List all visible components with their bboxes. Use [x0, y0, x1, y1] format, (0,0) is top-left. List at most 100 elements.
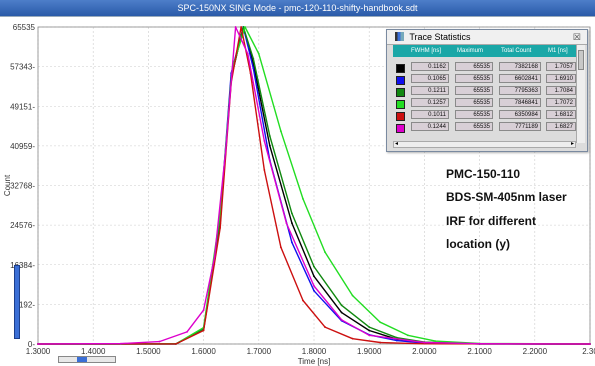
maximum-cell: 65535 — [455, 62, 493, 71]
y-zoom-scrollbar[interactable] — [14, 265, 20, 339]
trace-point-5 — [589, 343, 591, 345]
trace-point-5 — [158, 340, 161, 343]
trace-point-3 — [379, 321, 382, 324]
trace-point-5 — [119, 342, 122, 345]
stats-vertical-thumb[interactable] — [578, 50, 584, 70]
trace-point-4 — [302, 299, 304, 302]
m1-cell: 1.6812 — [546, 110, 576, 119]
x-tick-label: 1.7000 — [247, 347, 272, 356]
total-count-cell: 6350984 — [499, 110, 541, 119]
stats-horizontal-scrollbar[interactable]: ◂ ▸ — [393, 141, 576, 148]
trace-statistics-titlebar[interactable]: Trace Statistics ☒ — [387, 30, 587, 45]
trace-statistics-window[interactable]: Trace Statistics ☒ FWHM [ns] Maximum Tot… — [386, 29, 588, 152]
x-tick-label: 2.1000 — [467, 347, 492, 356]
trace-point-4 — [263, 168, 266, 171]
trace-point-4 — [175, 342, 177, 345]
fwhm-cell: 0.1211 — [411, 86, 449, 95]
trace-point-2 — [291, 212, 293, 215]
window-title-bar: SPC-150NX SING Mode - pmc-120-110-shifty… — [0, 0, 595, 16]
trace-point-3 — [302, 197, 304, 200]
maximum-cell: 65535 — [455, 110, 493, 119]
trace-statistics-title: Trace Statistics — [409, 32, 471, 42]
close-icon[interactable]: ☒ — [572, 32, 581, 42]
scroll-left-icon[interactable]: ◂ — [395, 141, 399, 147]
y-tick-label: 65535 — [13, 23, 36, 32]
y-axis-title: Count — [3, 174, 12, 196]
trace-point-0 — [291, 222, 293, 224]
trace-point-5 — [285, 222, 288, 224]
trace-point-5 — [213, 256, 216, 258]
x-tick-label: 2.30 — [582, 347, 595, 356]
trace-point-2 — [313, 265, 315, 268]
trace-point-1 — [313, 289, 315, 292]
m1-cell: 1.6910 — [546, 74, 576, 83]
fwhm-cell: 0.1011 — [411, 110, 449, 119]
trace-point-2 — [368, 326, 371, 328]
trace-point-3 — [351, 294, 354, 297]
trace-point-3 — [257, 52, 260, 55]
y-tick-label: 40959- — [10, 142, 35, 151]
stats-row: 0.1211 65535 7795363 1.7084 — [393, 86, 576, 97]
trace-point-1 — [395, 339, 398, 342]
trace-statistics-header: FWHM [ns] Maximum Total Count M1 [ns] — [393, 45, 576, 57]
y-tick-label: 0- — [28, 340, 35, 349]
trace-point-3 — [406, 334, 409, 337]
y-tick-label: 16384- — [10, 261, 35, 270]
trace-color-swatch[interactable] — [396, 112, 405, 121]
total-count-cell: 7795363 — [499, 86, 541, 95]
trace-point-2 — [268, 135, 271, 137]
trace-point-4 — [202, 329, 205, 332]
trace-point-5 — [186, 331, 188, 333]
trace-color-swatch[interactable] — [396, 76, 405, 85]
trace-point-4 — [279, 246, 282, 249]
maximum-cell: 65535 — [455, 74, 493, 83]
x-zoom-scrollbar[interactable] — [58, 356, 116, 363]
trace-point-5 — [478, 342, 481, 345]
annotation-laser: BDS-SM-405nm laser — [446, 190, 567, 204]
trace-point-0 — [313, 275, 315, 278]
x-zoom-thumb[interactable] — [77, 357, 87, 362]
trace-point-3 — [244, 26, 246, 28]
trace-point-1 — [291, 241, 293, 244]
x-tick-label: 1.9000 — [357, 347, 382, 356]
m1-cell: 1.6827 — [546, 122, 576, 131]
trace-point-3 — [434, 340, 437, 342]
stats-row: 0.1244 65535 7771189 1.6827 — [393, 122, 576, 133]
trace-color-swatch[interactable] — [396, 88, 405, 97]
trace-point-0 — [340, 311, 343, 314]
trace-point-3 — [324, 251, 326, 253]
header-maximum: Maximum — [457, 48, 484, 54]
trace-point-5 — [37, 343, 39, 345]
trace-color-swatch[interactable] — [396, 64, 405, 73]
trace-point-4 — [379, 341, 382, 344]
y-tick-label: 24576- — [10, 221, 35, 230]
stats-row: 0.1065 65535 6602841 1.6910 — [393, 74, 576, 85]
trace-point-4 — [240, 26, 243, 28]
y-tick-label: 32768- — [10, 182, 35, 191]
annotation-irf: IRF for different — [446, 214, 536, 228]
total-count-cell: 7382168 — [499, 62, 541, 71]
total-count-cell: 6602841 — [499, 74, 541, 83]
trace-point-5 — [313, 285, 315, 287]
trace-point-5 — [368, 334, 371, 337]
trace-point-4 — [219, 227, 222, 229]
trace-color-swatch[interactable] — [396, 124, 405, 133]
annotation-device: PMC-150-110 — [446, 167, 521, 181]
stats-vertical-scrollbar[interactable] — [576, 45, 585, 143]
plot-border — [37, 26, 591, 345]
trace-color-swatch[interactable] — [396, 100, 405, 109]
total-count-cell: 7771189 — [499, 122, 541, 131]
trace-point-5 — [263, 139, 266, 142]
x-tick-label: 1.5000 — [136, 347, 161, 356]
trace-point-5 — [234, 26, 237, 28]
stats-row: 0.1162 65535 7382168 1.7057 — [393, 62, 576, 73]
trace-point-0 — [268, 144, 271, 147]
maximum-cell: 65535 — [455, 86, 493, 95]
x-tick-label: 2.2000 — [523, 347, 548, 356]
statistics-icon — [395, 32, 404, 41]
trace-point-5 — [340, 318, 343, 321]
scroll-right-icon[interactable]: ▸ — [570, 141, 574, 147]
fwhm-cell: 0.1244 — [411, 122, 449, 131]
trace-point-2 — [252, 57, 255, 60]
maximum-cell: 65535 — [455, 98, 493, 107]
